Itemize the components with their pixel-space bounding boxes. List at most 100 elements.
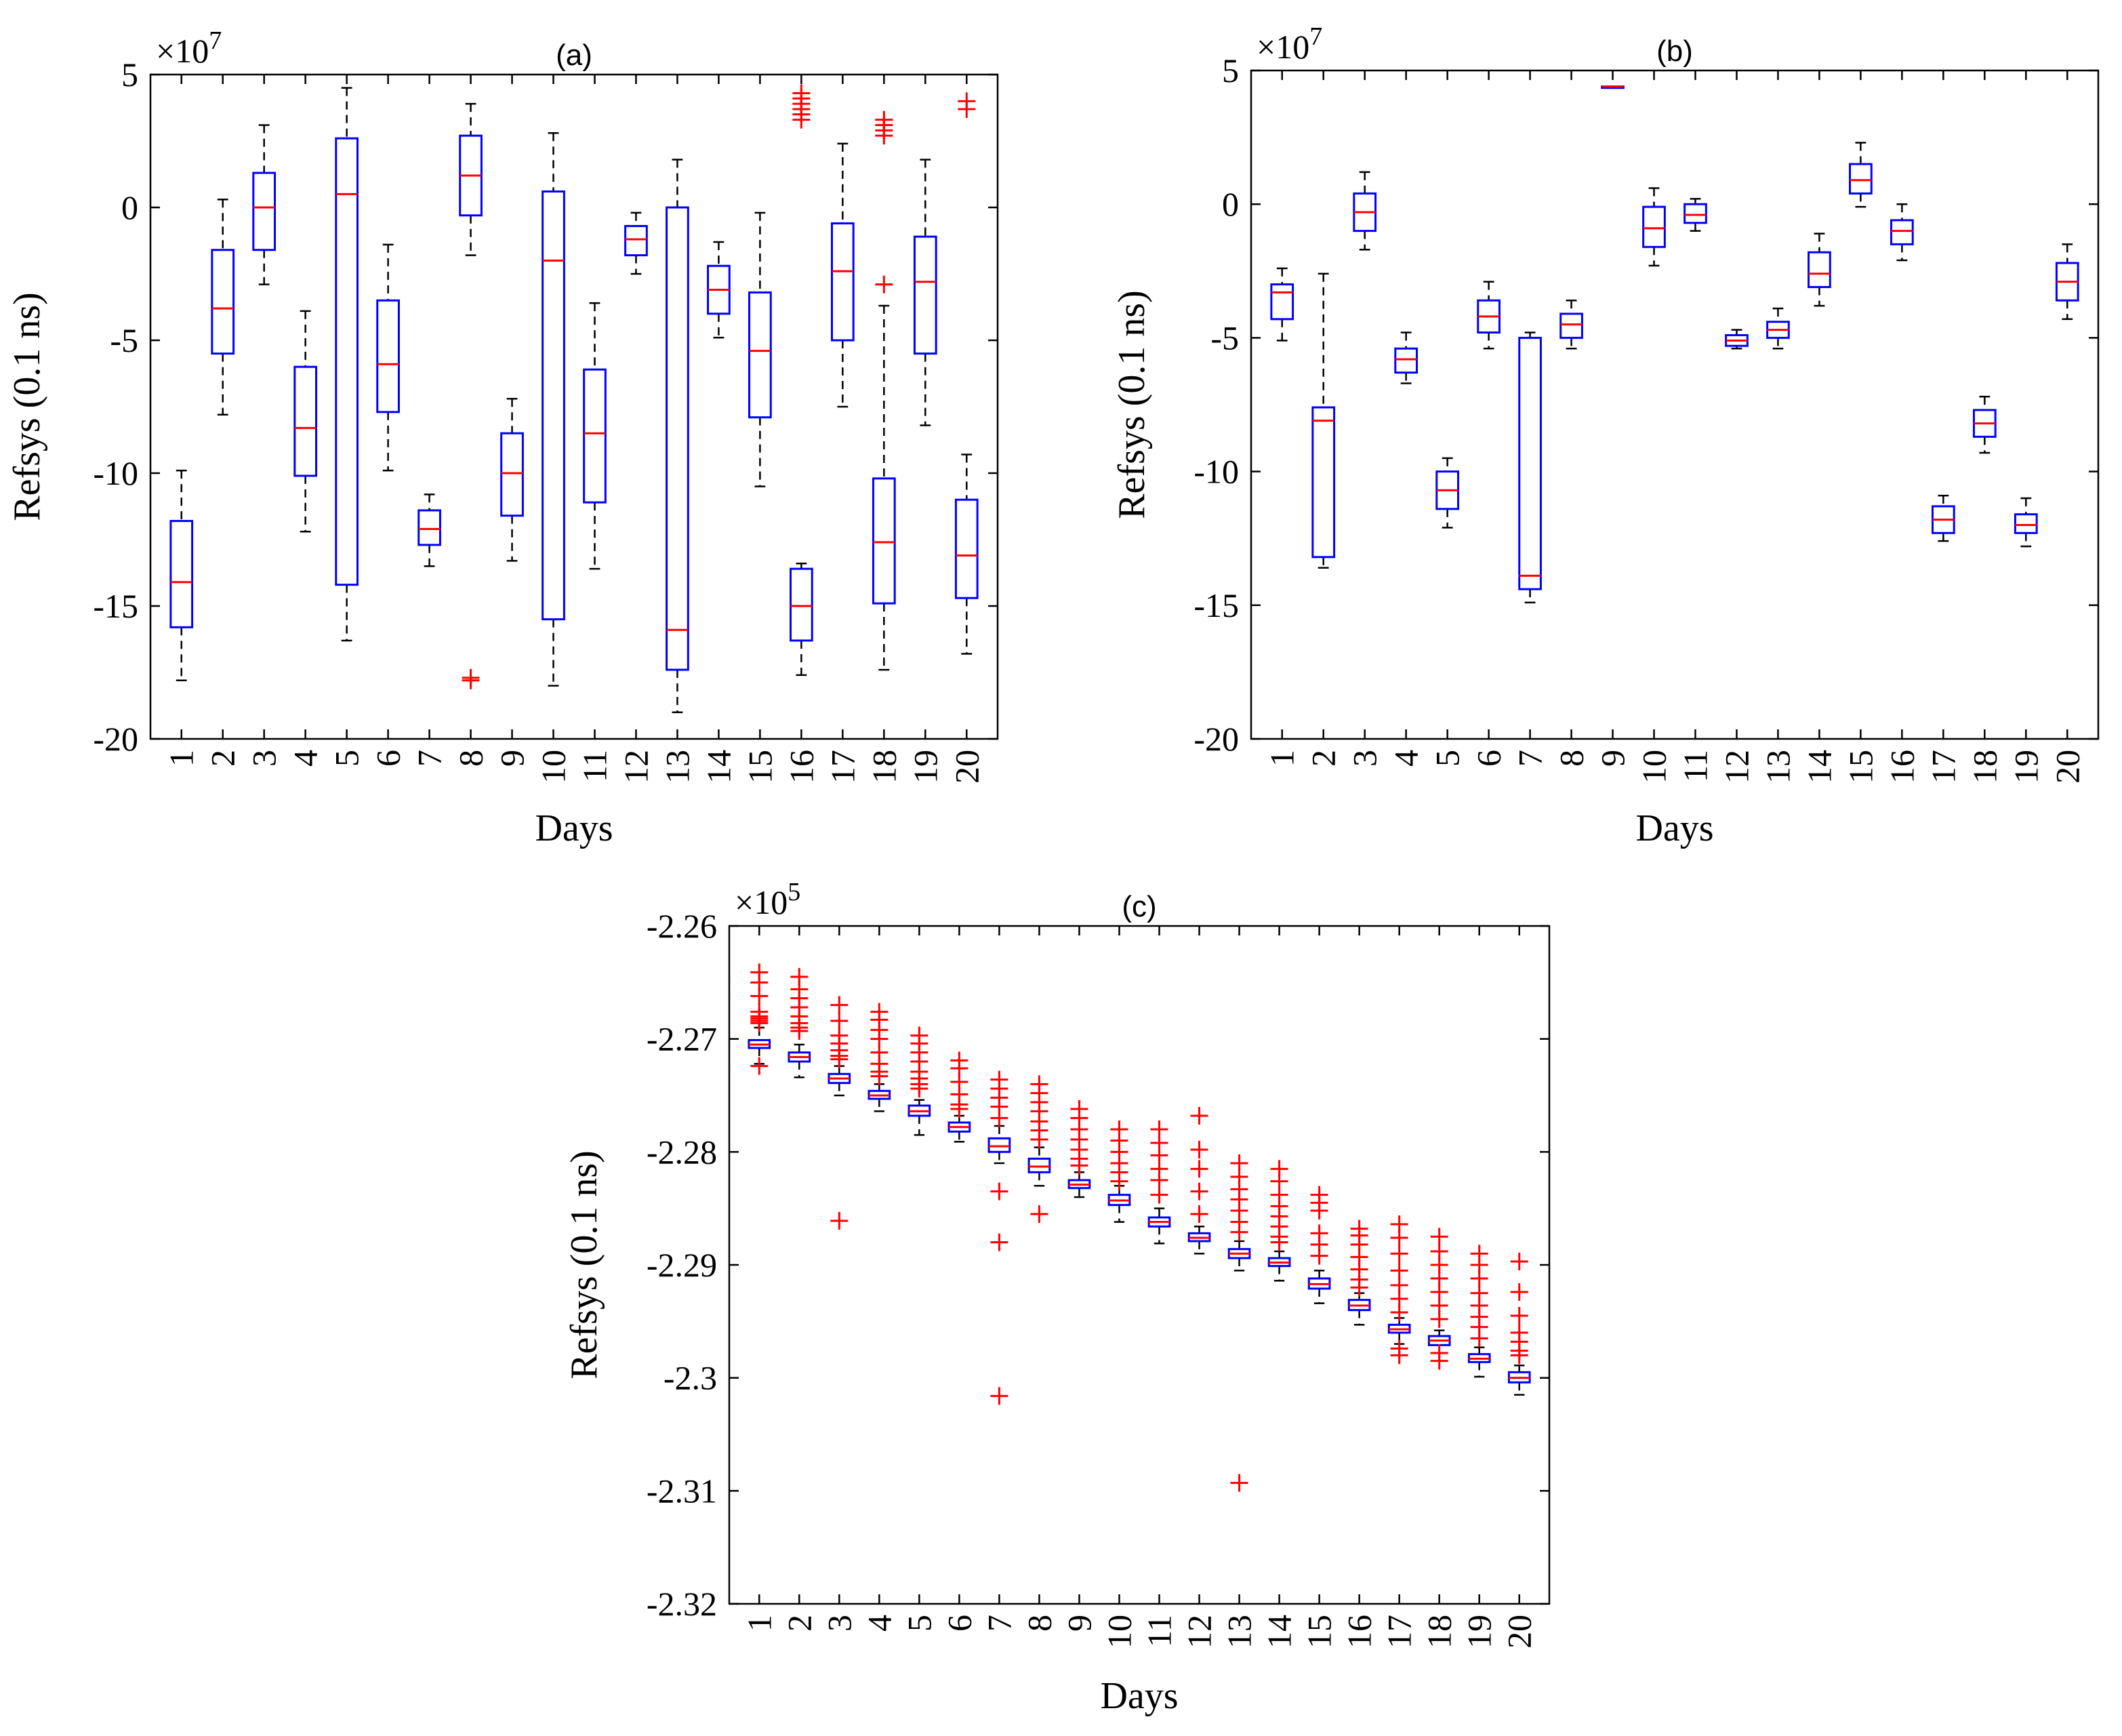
xtick-label: 7: [411, 750, 449, 767]
ytick-label: -2.32: [647, 1585, 717, 1623]
xtick-label: 9: [1594, 750, 1632, 767]
ytick-label: -15: [1193, 586, 1239, 624]
outlier-marker: [1430, 1352, 1448, 1370]
outlier-marker: [1310, 1247, 1328, 1265]
box-day-2: [1311, 272, 1336, 569]
xtick-label: 10: [1635, 750, 1673, 784]
box-day-17: [1387, 1215, 1411, 1365]
box-day-7: [1518, 331, 1542, 604]
exponent-label: ×107: [1257, 22, 1322, 66]
y-axis-label: Refsys (0.1 ns): [1111, 290, 1153, 519]
xtick-label: 4: [860, 1615, 898, 1632]
xtick-label: 11: [1676, 750, 1714, 782]
outlier-marker: [1390, 1304, 1408, 1321]
ytick-label: -2.26: [647, 907, 717, 945]
xtick-label: 18: [1965, 750, 2003, 784]
outlier-marker: [990, 1109, 1008, 1127]
outlier-marker: [1390, 1346, 1408, 1365]
iqr-box: [542, 190, 565, 621]
xtick-label: 15: [1841, 750, 1879, 784]
xtick-label: 12: [1181, 1615, 1219, 1649]
exponent-label: ×107: [156, 26, 222, 70]
box-day-15: [748, 211, 772, 487]
x-axis-label: Days: [1635, 807, 1713, 849]
iqr-box: [1518, 336, 1542, 590]
outlier-marker: [875, 110, 893, 129]
xtick-label: 19: [906, 750, 944, 784]
box-day-20: [954, 92, 979, 655]
iqr-box: [2014, 513, 2038, 534]
outlier-marker: [1270, 1233, 1288, 1251]
ytick-label: -2.3: [664, 1359, 717, 1397]
panel-title: (b): [1656, 35, 1693, 68]
box-day-5: [907, 1026, 931, 1136]
outlier-marker: [1190, 1141, 1208, 1158]
x-axis-label: Days: [535, 807, 613, 849]
xtick-label: 2: [204, 750, 242, 767]
iqr-box: [1684, 203, 1707, 224]
outlier-marker: [910, 1080, 929, 1097]
box-day-16: [1347, 1219, 1371, 1326]
iqr-box: [1642, 205, 1666, 248]
box-day-20: [1507, 1253, 1531, 1396]
xtick-label: 7: [1511, 750, 1549, 767]
box-day-13: [1766, 307, 1790, 350]
xtick-label: 7: [980, 1615, 1018, 1632]
ytick-label: 5: [1222, 52, 1239, 89]
iqr-box: [987, 1137, 1011, 1153]
iqr-box: [790, 567, 813, 642]
outlier-marker: [1390, 1261, 1408, 1280]
iqr-box: [1849, 163, 1873, 195]
outlier-marker: [790, 1022, 809, 1040]
outlier-marker: [1030, 1131, 1048, 1148]
xtick-label: 19: [1461, 1615, 1498, 1649]
iqr-box: [954, 498, 979, 599]
ytick-label: -5: [110, 321, 138, 359]
xtick-label: 17: [1381, 1615, 1419, 1649]
box-day-4: [1394, 331, 1419, 384]
outlier-marker: [1430, 1228, 1448, 1246]
outlier-marker: [990, 1233, 1008, 1251]
box-day-17: [1931, 494, 1955, 542]
outlier-marker: [1190, 1160, 1208, 1178]
ytick-label: -2.31: [647, 1472, 717, 1510]
box-day-10: [1642, 187, 1666, 267]
box-day-11: [1147, 1121, 1171, 1245]
ytick-label: -10: [1193, 453, 1239, 491]
xtick-label: 13: [1759, 750, 1797, 784]
outlier-marker: [1310, 1202, 1328, 1219]
ytick-label: -10: [93, 454, 138, 492]
xtick-label: 3: [820, 1615, 858, 1632]
plot-frame-a: [149, 73, 999, 740]
ytick-label: -15: [93, 587, 138, 625]
box-day-6: [1477, 281, 1501, 350]
box-day-19: [1467, 1245, 1491, 1378]
xtick-label: 6: [1470, 750, 1508, 767]
iqr-box: [1890, 219, 1914, 245]
outlier-marker: [1230, 1223, 1248, 1241]
xtick-label: 8: [1020, 1615, 1058, 1632]
ytick-label: 0: [121, 188, 138, 226]
outlier-marker: [990, 1182, 1008, 1200]
ytick-label: 0: [1222, 185, 1239, 223]
iqr-box: [913, 235, 937, 355]
iqr-box: [624, 224, 648, 257]
box-day-14: [707, 241, 731, 339]
xtick-label: 13: [1221, 1615, 1259, 1649]
xtick-label: 6: [369, 750, 407, 767]
xtick-label: 8: [1553, 750, 1591, 767]
box-day-15: [1849, 142, 1873, 208]
outlier-marker: [1350, 1278, 1368, 1297]
outlier-marker: [1430, 1310, 1448, 1328]
xtick-label: 14: [1800, 750, 1838, 784]
y-axis-label: Refsys (0.1 ns): [6, 292, 48, 521]
iqr-box: [666, 206, 689, 671]
xtick-label: 16: [782, 750, 820, 784]
box-day-3: [1353, 171, 1377, 251]
iqr-box: [830, 222, 855, 342]
outlier-marker: [1190, 1205, 1208, 1223]
box-day-7: [987, 1070, 1011, 1405]
xtick-label: 10: [535, 750, 573, 784]
iqr-box: [376, 299, 400, 413]
xtick-label: 20: [2048, 750, 2086, 784]
